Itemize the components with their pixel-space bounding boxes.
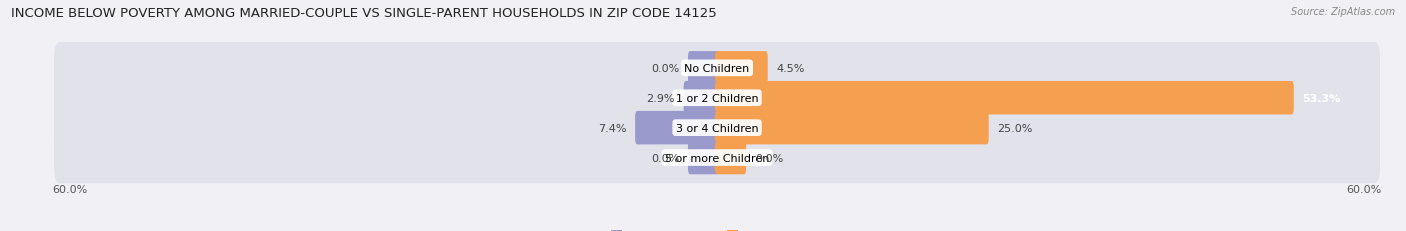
FancyBboxPatch shape — [636, 111, 720, 145]
FancyBboxPatch shape — [688, 52, 720, 85]
FancyBboxPatch shape — [714, 52, 768, 85]
Text: No Children: No Children — [685, 64, 749, 73]
Text: 0.0%: 0.0% — [651, 64, 679, 73]
Text: 7.4%: 7.4% — [598, 123, 627, 133]
Text: 0.0%: 0.0% — [755, 153, 783, 163]
Text: 4.5%: 4.5% — [776, 64, 804, 73]
FancyBboxPatch shape — [53, 103, 1381, 154]
Text: 3 or 4 Children: 3 or 4 Children — [676, 123, 758, 133]
FancyBboxPatch shape — [714, 111, 988, 145]
Text: 25.0%: 25.0% — [997, 123, 1032, 133]
Text: INCOME BELOW POVERTY AMONG MARRIED-COUPLE VS SINGLE-PARENT HOUSEHOLDS IN ZIP COD: INCOME BELOW POVERTY AMONG MARRIED-COUPL… — [11, 7, 717, 20]
Legend: Married Couples, Single Parents: Married Couples, Single Parents — [606, 225, 828, 231]
FancyBboxPatch shape — [714, 82, 1294, 115]
Text: 5 or more Children: 5 or more Children — [665, 153, 769, 163]
Text: 2.9%: 2.9% — [647, 93, 675, 103]
Text: 0.0%: 0.0% — [651, 153, 679, 163]
FancyBboxPatch shape — [53, 73, 1381, 124]
FancyBboxPatch shape — [714, 141, 747, 175]
FancyBboxPatch shape — [53, 43, 1381, 94]
FancyBboxPatch shape — [688, 141, 720, 175]
Text: 53.3%: 53.3% — [1302, 93, 1341, 103]
FancyBboxPatch shape — [53, 132, 1381, 183]
Text: Source: ZipAtlas.com: Source: ZipAtlas.com — [1291, 7, 1395, 17]
Text: 1 or 2 Children: 1 or 2 Children — [676, 93, 758, 103]
FancyBboxPatch shape — [683, 82, 720, 115]
